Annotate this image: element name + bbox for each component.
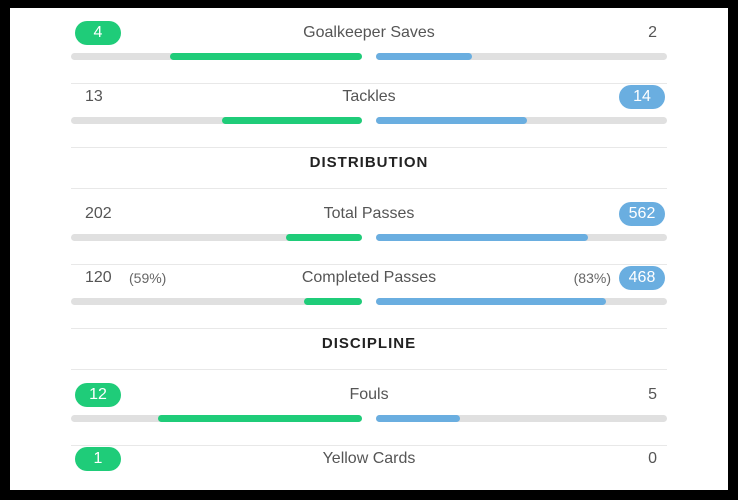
- away-bar-track: [376, 298, 667, 305]
- stat-label: Completed Passes: [301, 269, 437, 286]
- stat-label: Fouls: [349, 386, 389, 403]
- away-bar-track: [376, 234, 667, 241]
- section-heading-distribution: DISTRIBUTION: [309, 154, 429, 171]
- home-bar-fill: [169, 53, 362, 60]
- away-value: 5: [648, 386, 657, 403]
- stat-row-fouls: 12 Fouls 5: [71, 383, 667, 446]
- away-bar-track: [376, 117, 667, 124]
- home-bar-track: [71, 298, 362, 305]
- away-bar-track: [376, 53, 667, 60]
- away-bar-fill: [376, 117, 528, 124]
- away-bar-fill: [376, 415, 461, 422]
- away-bar-track: [376, 415, 667, 422]
- away-bar-fill: [376, 298, 606, 305]
- stat-row-goalkeeper-saves: 4 Goalkeeper Saves 2: [71, 21, 667, 84]
- away-percentage: (83%): [573, 270, 611, 286]
- home-bar-track: [71, 117, 362, 124]
- home-value: 13: [85, 88, 103, 105]
- away-value: 0: [648, 450, 657, 467]
- home-bar-fill: [303, 298, 362, 305]
- home-value-badge: 1: [75, 447, 121, 471]
- home-bar-fill: [222, 117, 362, 124]
- home-value: 120: [85, 269, 112, 286]
- home-percentage: (59%): [129, 270, 167, 286]
- row-divider: [71, 328, 667, 329]
- section-divider: [71, 188, 667, 189]
- away-value-badge: 468: [619, 266, 665, 290]
- away-bar-fill: [376, 53, 473, 60]
- match-stats-panel: 4 Goalkeeper Saves 2 13 Tackles 14 DISTR…: [10, 8, 728, 490]
- row-divider: [71, 83, 667, 84]
- away-value-badge: 14: [619, 85, 665, 109]
- away-value: 2: [648, 24, 657, 41]
- section-heading-discipline: DISCIPLINE: [321, 335, 417, 352]
- stat-label: Yellow Cards: [322, 450, 416, 467]
- stat-row-tackles: 13 Tackles 14: [71, 85, 667, 148]
- row-divider: [71, 264, 667, 265]
- home-bar-track: [71, 53, 362, 60]
- stat-label: Goalkeeper Saves: [303, 24, 435, 41]
- stat-row-completed-passes: 120 (59%) Completed Passes (83%) 468: [71, 266, 667, 329]
- stat-row-yellow-cards: 1 Yellow Cards 0: [71, 447, 667, 490]
- home-value-badge: 12: [75, 383, 121, 407]
- home-bar-fill: [158, 415, 362, 422]
- stat-row-total-passes: 202 Total Passes 562: [71, 202, 667, 265]
- away-bar-fill: [376, 234, 589, 241]
- home-bar-track: [71, 415, 362, 422]
- home-value-badge: 4: [75, 21, 121, 45]
- row-divider: [71, 147, 667, 148]
- stat-label: Tackles: [342, 88, 396, 105]
- home-bar-track: [71, 234, 362, 241]
- stat-label: Total Passes: [323, 205, 415, 222]
- home-value: 202: [85, 205, 112, 222]
- section-divider: [71, 369, 667, 370]
- row-divider: [71, 445, 667, 446]
- away-value-badge: 562: [619, 202, 665, 226]
- home-bar-fill: [286, 234, 362, 241]
